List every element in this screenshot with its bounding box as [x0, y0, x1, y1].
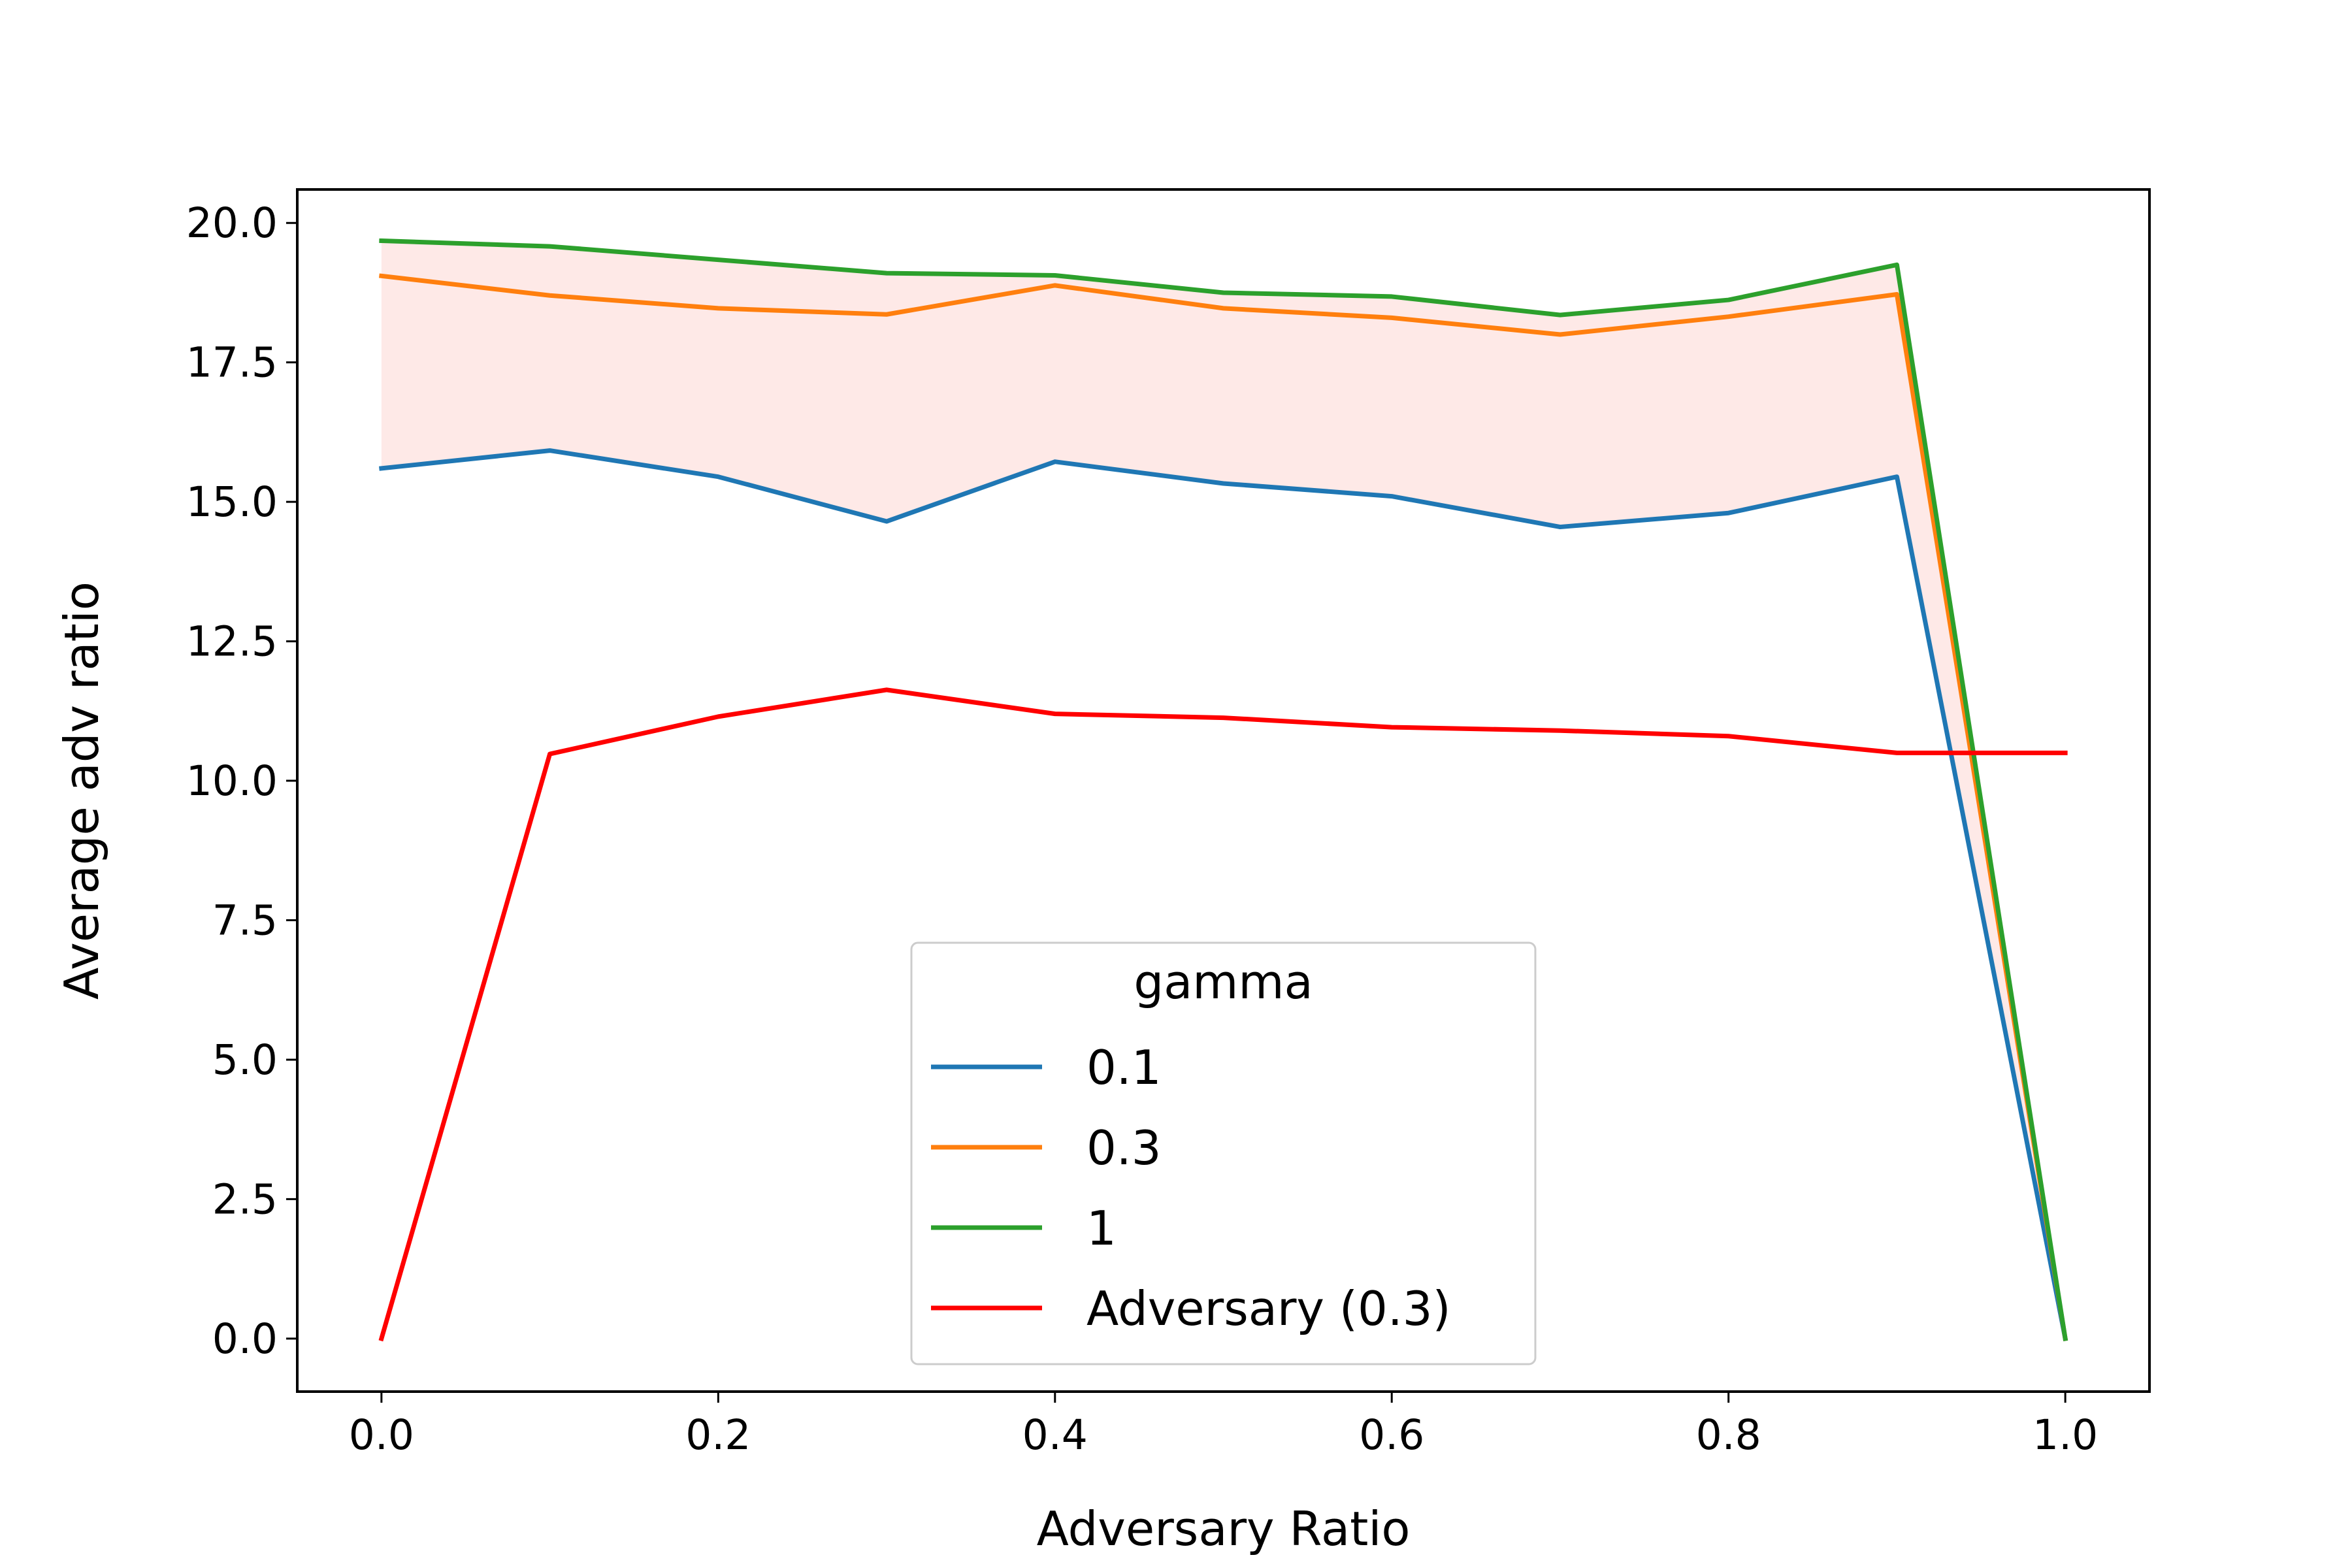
y-tick-label: 15.0 [186, 478, 278, 526]
legend: gamma 0.1 0.3 1 Adversary (0.3) [910, 941, 1537, 1365]
shaded-band [381, 240, 2066, 1339]
y-axis-label: Average adv ratio [54, 581, 109, 1000]
x-tick-label: 0.6 [1359, 1411, 1424, 1459]
legend-items: 0.1 0.3 1 Adversary (0.3) [931, 1040, 1451, 1336]
x-ticks: 0.0 0.2 0.4 0.6 0.8 1.0 [349, 1392, 2098, 1459]
legend-entry: 0.3 [1086, 1120, 1162, 1175]
y-tick-label: 20.0 [186, 199, 278, 247]
series-line-1 [378, 273, 2068, 1341]
y-tick-label: 7.5 [212, 897, 278, 945]
y-tick-label: 10.0 [186, 757, 278, 805]
y-ticks: 0.0 2.5 5.0 7.5 10.0 12.5 15.0 17.5 20.0 [186, 199, 297, 1363]
series-line-2 [379, 238, 2068, 1341]
y-tick-label: 5.0 [212, 1036, 278, 1084]
series-line-0 [379, 448, 2068, 1341]
x-axis-label: Adversary Ratio [1037, 1501, 1411, 1556]
x-tick-label: 0.0 [349, 1411, 414, 1459]
y-tick-label: 2.5 [212, 1175, 278, 1223]
legend-box [910, 941, 1537, 1365]
lines-layer [378, 238, 2068, 1342]
series-line-3 [378, 687, 2068, 1342]
band-layer [381, 240, 2066, 1339]
y-tick-label: 0.0 [212, 1315, 278, 1363]
plot-frame [296, 188, 2151, 1393]
x-tick-label: 0.4 [1022, 1411, 1088, 1459]
x-tick-label: 1.0 [2033, 1411, 2098, 1459]
y-tick-label: 17.5 [186, 339, 278, 387]
legend-title: gamma [1134, 955, 1313, 1009]
y-tick-label: 12.5 [186, 618, 278, 666]
x-tick-label: 0.8 [1696, 1411, 1761, 1459]
legend-entry: 0.1 [1086, 1040, 1162, 1095]
x-tick-label: 0.2 [685, 1411, 751, 1459]
legend-entry: Adversary (0.3) [1086, 1281, 1451, 1336]
legend-entry: 1 [1086, 1201, 1117, 1256]
